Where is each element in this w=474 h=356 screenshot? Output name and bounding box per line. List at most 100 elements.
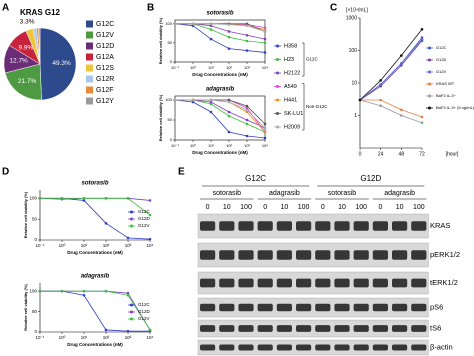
- x-axis-label: Drug Concentrations (nM): [192, 72, 248, 77]
- blot-band: [411, 278, 427, 288]
- y-tick-label: 100: [29, 196, 37, 201]
- dose-label: 100: [355, 204, 367, 211]
- series-line: [40, 290, 151, 331]
- blot-band: [334, 278, 350, 288]
- pie-slice: [4, 63, 42, 101]
- data-point: [245, 108, 249, 112]
- data-point: [104, 328, 108, 332]
- blot-band: [392, 250, 408, 260]
- chart-title: sotorasib: [206, 11, 233, 17]
- blot-band: [219, 325, 235, 332]
- blot-band: [257, 325, 273, 332]
- data-point: [420, 27, 424, 31]
- blot-band: [411, 344, 427, 351]
- data-point: [191, 24, 195, 28]
- dose-label: 0: [263, 204, 267, 211]
- x-tick-label: 10¹: [81, 243, 88, 248]
- legend-label: G12C: [96, 21, 114, 28]
- blot-band: [200, 221, 216, 231]
- x-tick-label: 10³: [244, 143, 250, 148]
- y-tick-label: 100: [29, 288, 37, 293]
- data-point: [400, 62, 403, 65]
- legend-marker: [428, 46, 431, 50]
- data-point: [209, 24, 213, 28]
- legend-marker: [130, 224, 133, 228]
- legend-label: G12V: [436, 69, 447, 74]
- data-point: [227, 100, 231, 104]
- legend-label: BaF3 IL-3+ (5 ng/mL): [436, 105, 474, 110]
- data-point: [38, 197, 42, 200]
- data-point: [209, 37, 213, 41]
- y-axis-label: Relative cell viability (%): [23, 284, 28, 331]
- chart-title: KRAS G12: [20, 8, 61, 17]
- data-label: 21.7%: [18, 78, 37, 85]
- blot-band: [372, 325, 388, 332]
- y-tick-label: 0: [170, 59, 173, 64]
- plot-frame: [174, 19, 266, 63]
- panel-label: E: [178, 167, 185, 178]
- y-tick-label: 50: [32, 309, 38, 314]
- group-label: G12C: [245, 174, 266, 183]
- data-point: [227, 110, 231, 114]
- data-point: [38, 289, 42, 293]
- blot-band: [315, 325, 331, 332]
- data-point: [104, 289, 108, 293]
- blot-band: [334, 325, 350, 332]
- data-point: [148, 328, 152, 332]
- blot-strip: [197, 242, 429, 268]
- data-point: [227, 47, 231, 50]
- blot-band: [257, 303, 273, 312]
- legend-label: H2122: [284, 70, 300, 76]
- data-point: [82, 289, 86, 293]
- drug-label: adagrasib: [384, 190, 415, 197]
- legend-label: H441: [284, 97, 297, 103]
- data-point: [245, 106, 249, 110]
- blot-band: [276, 303, 292, 312]
- x-tick-label: 10²: [226, 65, 232, 70]
- data-point: [191, 100, 195, 104]
- data-point: [148, 199, 152, 202]
- blot-band: [219, 250, 235, 260]
- series-line: [175, 99, 266, 133]
- x-tick-label: 10¹: [208, 65, 214, 70]
- legend-swatch: [86, 53, 93, 61]
- blot-band: [200, 325, 216, 332]
- data-label: 49.3%: [52, 60, 71, 67]
- legend-bracket: [302, 42, 305, 77]
- data-point: [245, 134, 249, 138]
- blot-band: [372, 303, 388, 312]
- blot-strip: [197, 297, 429, 318]
- blot-band: [315, 221, 331, 231]
- x-tick-label: 10³: [125, 243, 132, 248]
- data-point: [191, 98, 195, 102]
- data-point: [227, 98, 231, 102]
- data-point: [227, 35, 231, 39]
- drug-label: sotorasib: [213, 190, 242, 197]
- blot-band: [411, 250, 427, 260]
- blot-band: [353, 325, 369, 332]
- blot-band: [276, 344, 292, 351]
- legend-swatch: [86, 64, 93, 72]
- series-line: [359, 39, 423, 101]
- legend-swatch: [86, 86, 93, 94]
- legend-label: G12D: [436, 57, 447, 62]
- blot-band: [372, 344, 388, 351]
- panel-label: C: [330, 3, 337, 14]
- data-point: [126, 291, 130, 295]
- data-point: [209, 28, 213, 31]
- data-point: [209, 100, 213, 104]
- blot-band: [392, 303, 408, 312]
- legend-marker: [130, 217, 133, 221]
- blot-band: [315, 278, 331, 288]
- y-tick-label: 0: [34, 237, 37, 242]
- data-point: [209, 22, 213, 26]
- series-line: [359, 29, 423, 101]
- blot-band: [276, 278, 292, 288]
- data-point: [263, 130, 267, 134]
- blot-strip: [197, 271, 429, 295]
- x-tick-label: 0: [359, 151, 362, 157]
- legend-swatch: [86, 20, 93, 28]
- data-point: [379, 104, 382, 108]
- blot-band: [372, 250, 388, 260]
- pie-slice: [39, 27, 77, 101]
